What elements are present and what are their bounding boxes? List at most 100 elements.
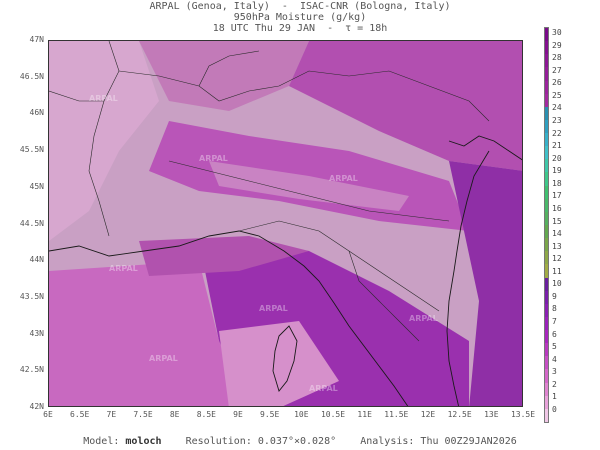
- colorbar-label: 2: [552, 379, 557, 389]
- lon-tick-label: 9E: [233, 410, 243, 419]
- colorbar-label: 17: [552, 191, 562, 201]
- colorbar-label: 21: [552, 141, 562, 151]
- lat-tick-label: 47N: [29, 35, 44, 44]
- colorbar-swatch: [545, 119, 548, 134]
- colorbar-swatch: [545, 146, 548, 160]
- footer-analysis: Analysis: Thu 00Z29JAN2026: [360, 436, 517, 447]
- moisture-map[interactable]: ARPAL ARPAL ARPAL ARPAL ARPAL ARPAL ARPA…: [48, 40, 523, 407]
- header-line-2: 950hPa Moisture (g/kg): [233, 12, 367, 23]
- colorbar-label: 19: [552, 166, 562, 176]
- colorbar-swatch: [545, 238, 548, 252]
- lat-tick-label: 43.5N: [19, 291, 44, 301]
- moisture-region-west: [49, 41, 159, 241]
- colorbar-swatch: [545, 80, 548, 95]
- moisture-region-north-east: [289, 41, 522, 171]
- colorbar-label: 28: [552, 53, 562, 63]
- colorbar-label: 24: [552, 103, 562, 113]
- colorbar-swatch: [545, 54, 548, 68]
- lon-tick-label: 8.5E: [196, 410, 216, 419]
- footer-model-name: moloch: [125, 436, 162, 447]
- colorbar-swatch: [545, 316, 548, 331]
- colorbar-label: 16: [552, 203, 562, 213]
- colorbar-swatch: [545, 225, 548, 239]
- colorbar-label: 15: [552, 216, 562, 226]
- colorbar-swatch: [545, 172, 548, 187]
- lat-tick-label: 44N: [29, 255, 44, 265]
- colorbar-label: 22: [552, 128, 562, 138]
- colorbar-swatch: [545, 343, 548, 357]
- lat-tick-label: 44.5N: [19, 218, 44, 228]
- moisture-region-ligurian: [139, 236, 309, 276]
- lon-tick-label: 6.5E: [70, 410, 90, 419]
- colorbar-label: 10: [552, 279, 562, 289]
- lon-tick-label: 13E: [484, 410, 499, 419]
- colorbar-label: 13: [552, 241, 562, 251]
- colorbar-label: 7: [552, 317, 557, 327]
- lat-tick-label: 45N: [29, 181, 44, 191]
- lon-tick-label: 13.5E: [510, 410, 536, 419]
- lat-tick-label: 43N: [29, 328, 44, 338]
- colorbar-swatch: [545, 185, 548, 200]
- colorbar-swatch: [545, 369, 548, 384]
- colorbar-swatch: [545, 67, 548, 82]
- colorbar-label: 12: [552, 254, 562, 264]
- coastlines: [49, 135, 522, 406]
- lon-tick-label: 9.5E: [260, 410, 280, 419]
- colorbar-label: 25: [552, 90, 562, 100]
- colorbar-swatch: [545, 251, 548, 265]
- colorbar-swatch: [545, 159, 548, 173]
- moisture-region-south-west: [49, 261, 249, 406]
- lat-tick-label: 42.5N: [19, 365, 44, 375]
- colorbar-swatch: [545, 41, 548, 55]
- colorbar-swatch: [545, 356, 548, 370]
- colorbar-swatch: [545, 330, 548, 344]
- colorbar-swatch: [545, 211, 548, 226]
- colorbar-swatch: [545, 303, 548, 318]
- colorbar-swatch: [545, 133, 548, 147]
- footer: Model: moloch Resolution: 0.037°×0.028° …: [0, 436, 600, 447]
- watermark: ARPAL: [309, 384, 338, 393]
- colorbar-label: 18: [552, 178, 562, 188]
- watermark: ARPAL: [89, 94, 118, 103]
- colorbar-label: 5: [552, 342, 557, 352]
- lat-tick-label: 46N: [29, 108, 44, 118]
- colorbar-label: 1: [552, 392, 557, 402]
- lon-tick-label: 7E: [106, 410, 117, 419]
- colorbar-label: 9: [552, 291, 557, 301]
- lat-tick-label: 45.5N: [19, 145, 44, 155]
- moisture-region-alps: [139, 41, 309, 111]
- header-line-3: 18 UTC Thu 29 JAN - τ = 18h: [212, 23, 388, 34]
- lon-tick-label: 10.5E: [320, 410, 346, 419]
- watermark: ARPAL: [259, 304, 288, 313]
- colorbar-swatch: [545, 395, 548, 410]
- lat-tick-label: 46.5N: [19, 71, 44, 81]
- map-svg: ARPAL ARPAL ARPAL ARPAL ARPAL ARPAL ARPA…: [49, 41, 522, 406]
- header-line-1: ARPAL (Genoa, Italy) - ISAC-CNR (Bologna…: [149, 1, 451, 12]
- colorbar-swatch: [545, 28, 548, 42]
- moisture-region-adriatic: [449, 161, 522, 406]
- colorbar-label: 29: [552, 40, 562, 50]
- watermark: ARPAL: [149, 354, 178, 363]
- footer-resolution: Resolution: 0.037°×0.028°: [185, 436, 337, 447]
- colorbar-label: 26: [552, 78, 562, 88]
- lat-tick-label: 42N: [29, 402, 44, 411]
- colorbar-swatch: [545, 264, 548, 279]
- colorbar-label: 30: [552, 28, 562, 37]
- colorbar-label: 0: [552, 405, 557, 414]
- colorbar: [544, 27, 549, 423]
- colorbar-swatch: [545, 277, 548, 292]
- colorbar-label: 11: [552, 266, 562, 276]
- colorbar-swatch: [545, 382, 548, 397]
- colorbar-swatch: [545, 106, 548, 121]
- lon-tick-label: 11E: [357, 410, 372, 419]
- lon-tick-label: 11.5E: [384, 410, 409, 419]
- lon-tick-label: 8E: [169, 410, 180, 419]
- lon-tick-label: 12E: [420, 410, 436, 419]
- lon-tick-label: 7.5E: [133, 410, 153, 419]
- lon-tick-label: 12.5E: [447, 410, 472, 419]
- colorbar-label: 23: [552, 115, 562, 125]
- watermark: ARPAL: [329, 174, 358, 183]
- colorbar-label: 3: [552, 367, 557, 377]
- watermark: ARPAL: [199, 154, 228, 163]
- watermark: ARPAL: [409, 314, 438, 323]
